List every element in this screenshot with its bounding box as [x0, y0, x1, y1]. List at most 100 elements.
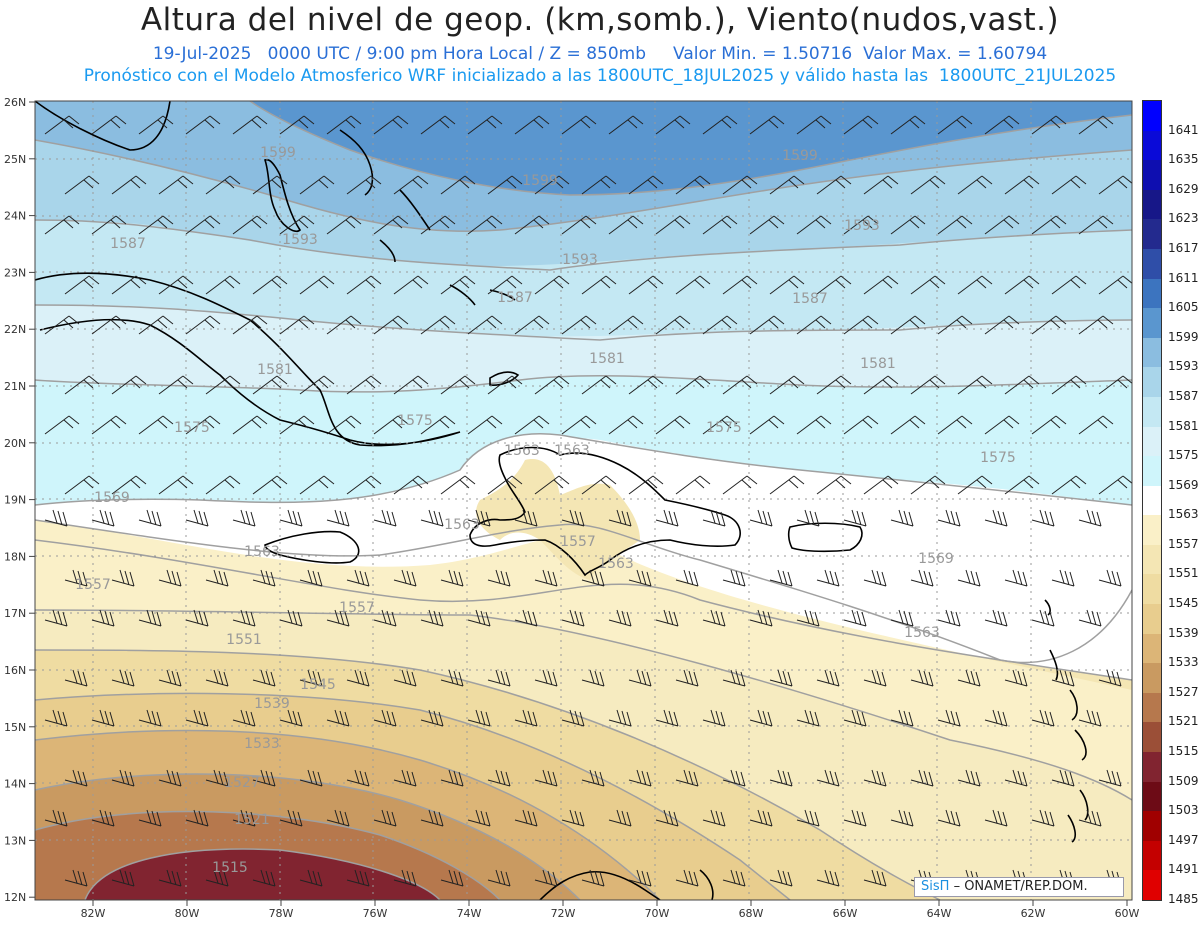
- wind-barb: [111, 275, 147, 295]
- wind-barb: [205, 375, 241, 395]
- sis-logo: SisΠ: [921, 879, 950, 894]
- wind-barb: [1004, 769, 1028, 787]
- wind-barb: [581, 375, 617, 395]
- wind-barb: [937, 315, 973, 335]
- wind-barb: [299, 275, 335, 295]
- wind-barb: [628, 275, 664, 295]
- colorbar-cell: [1143, 219, 1161, 250]
- wind-barb: [749, 609, 773, 627]
- colorbar-label: 1605: [1168, 300, 1199, 315]
- wind-barb: [252, 275, 288, 295]
- wind-barb: [279, 215, 315, 235]
- wind-barb: [205, 475, 241, 495]
- lon-label: 70W: [645, 907, 670, 920]
- wind-barb: [138, 609, 162, 627]
- wind-barb: [44, 115, 80, 135]
- wind-barb: [1031, 315, 1067, 335]
- wind-barb: [534, 669, 558, 687]
- colorbar-cell: [1143, 485, 1161, 516]
- colorbar-cell: [1143, 456, 1161, 487]
- wind-barb: [420, 509, 444, 527]
- wind-barb: [514, 809, 538, 827]
- wind-barb: [440, 275, 476, 295]
- wind-barb: [205, 569, 229, 587]
- wind-barb: [158, 475, 194, 495]
- wind-barb: [299, 669, 323, 687]
- wind-barb: [655, 509, 679, 527]
- wind-barb: [702, 115, 738, 135]
- wind-barb: [675, 769, 699, 787]
- wind-barb: [420, 215, 456, 235]
- wind-barb: [232, 509, 256, 527]
- colorbar-cell: [1143, 248, 1161, 280]
- lon-label: 66W: [833, 907, 858, 920]
- contour-label: 1563: [504, 443, 540, 459]
- contour-label: 1551: [226, 632, 262, 648]
- wind-barb: [232, 215, 268, 235]
- colorbar-cell: [1143, 840, 1161, 871]
- lat-label: 26N: [4, 96, 26, 109]
- wind-barb: [299, 475, 335, 495]
- wind-barb: [279, 709, 303, 727]
- wind-barb: [326, 115, 362, 135]
- wind-barb: [1051, 375, 1087, 395]
- contour-label: 1593: [562, 252, 598, 268]
- cuba-coast: [35, 272, 461, 447]
- wind-barb: [769, 275, 805, 295]
- wind-barb: [326, 809, 350, 827]
- wind-barb: [514, 509, 538, 527]
- lat-label: 14N: [4, 778, 26, 791]
- lat-label: 13N: [4, 834, 26, 847]
- wind-barb: [1078, 415, 1114, 435]
- contour-lines: [35, 101, 1132, 900]
- wind-barb: [581, 669, 605, 687]
- wind-barb: [957, 175, 993, 195]
- band-1599: [250, 101, 1132, 195]
- wind-barb: [608, 809, 632, 827]
- wind-barb: [111, 869, 135, 887]
- wind-barb: [279, 415, 315, 435]
- wind-barb: [1078, 709, 1102, 727]
- colorbar-label: 1563: [1168, 507, 1199, 522]
- wind-barb: [205, 275, 241, 295]
- wind-barb: [185, 115, 221, 135]
- plot-frame: [34, 100, 1133, 901]
- wind-barb: [910, 669, 934, 687]
- wind-barb: [655, 215, 691, 235]
- wind-barb: [984, 415, 1020, 435]
- colorbar-cell: [1143, 337, 1161, 368]
- wind-barb: [467, 609, 491, 627]
- colorbar-label: 1629: [1168, 181, 1199, 196]
- wind-barb: [957, 475, 993, 495]
- logo-credit: SisΠ – ONAMET/REP.DOM.: [914, 877, 1124, 897]
- wind-barb: [957, 275, 993, 295]
- wind-barb: [937, 415, 973, 435]
- colorbar-cell: [1143, 101, 1161, 132]
- wind-barb: [890, 315, 926, 335]
- wind-barb: [534, 275, 570, 295]
- wind-barb: [252, 375, 288, 395]
- wind-barb: [393, 869, 417, 887]
- bahamas-andros: [264, 158, 302, 232]
- wind-barb: [514, 315, 550, 335]
- wind-barb: [205, 769, 229, 787]
- colorbar-label: 1587: [1168, 388, 1199, 403]
- wind-barb: [299, 375, 335, 395]
- wind-barb: [675, 869, 699, 887]
- wind-barb: [655, 709, 679, 727]
- wind-barb: [440, 375, 476, 395]
- wind-barb: [91, 709, 115, 727]
- colorbar-cell: [1143, 633, 1161, 664]
- lat-label: 21N: [4, 380, 26, 393]
- wind-barb: [863, 769, 887, 787]
- wind-barb: [937, 215, 973, 235]
- lat-label: 24N: [4, 210, 26, 223]
- wind-barb: [937, 609, 961, 627]
- wind-barb: [890, 215, 926, 235]
- colorbar-label: 1515: [1168, 744, 1199, 759]
- wind-barb: [561, 609, 585, 627]
- wind-barb: [373, 415, 409, 435]
- wind-barb: [702, 509, 726, 527]
- wind-barb: [890, 809, 914, 827]
- wind-barb: [581, 475, 617, 495]
